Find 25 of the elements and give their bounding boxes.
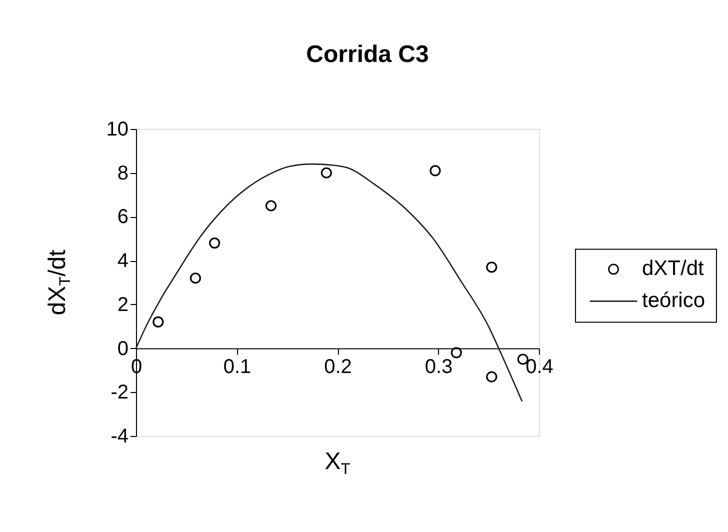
point (209, 237, 220, 249)
y-tick-label: 10 (106, 118, 128, 140)
legend-label: teórico (642, 289, 706, 312)
chart-title: Corrida C3 (306, 41, 429, 68)
y-tick-label: 2 (117, 294, 128, 316)
point (486, 371, 498, 382)
point (152, 316, 164, 328)
y-axis-title: dXT/dt (44, 249, 74, 316)
point (320, 167, 332, 178)
point (450, 347, 462, 358)
x-tick-label: 0.4 (526, 356, 554, 378)
x-tick-label: 0.1 (223, 356, 252, 378)
y-tick-label: -2 (110, 382, 128, 404)
point (486, 262, 498, 273)
x-tick-label: 0.3 (424, 356, 453, 378)
point (430, 165, 441, 176)
y-tick-label: 8 (117, 162, 128, 184)
legend-label: dXT/dt (642, 257, 704, 280)
point (190, 272, 201, 284)
y-tick-label: -4 (110, 426, 128, 448)
y-tick-label: 6 (117, 206, 128, 228)
y-tick-label: 4 (117, 250, 128, 272)
x-tick-label: 0.2 (324, 356, 352, 378)
y-tick-label: 0 (117, 338, 128, 360)
point (265, 200, 277, 212)
